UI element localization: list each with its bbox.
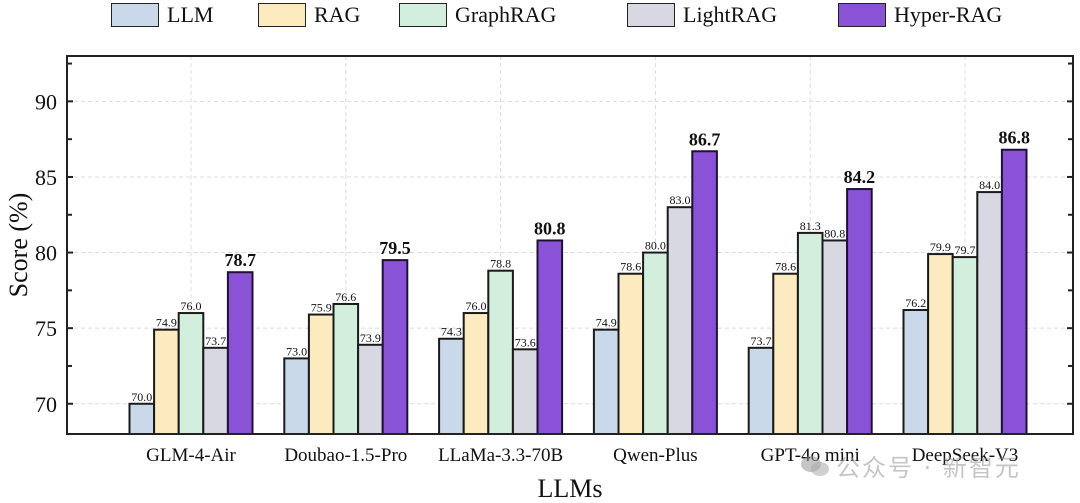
bar-lightrag-doubao-1-5-pro: [357, 343, 384, 435]
legend-label-llm: LLM: [167, 2, 214, 27]
bar-graphrag-gpt-4o-mini: [796, 231, 824, 435]
x-tick-label-deepseek-v3: DeepSeek-V3: [912, 445, 1019, 466]
data-label-rag-llama-3-3-70b: 76.0: [466, 299, 487, 313]
x-tick-label-doubao-1-5-pro: Doubao-1.5-Pro: [284, 445, 407, 466]
data-labels: 70.0 74.9 76.0 73.7 78.7 73.0 75.976.6 73.9 79.5…: [131, 128, 1030, 404]
bar-rag-doubao-1-5-pro: [307, 313, 335, 435]
data-label-rag-glm-4-air: 74.9: [156, 316, 177, 330]
bar-hyper-rag-doubao-1-5-pro: [381, 259, 409, 435]
bar-rag-deepseek-v3: [927, 253, 954, 435]
y-axis-label: Score (%): [4, 193, 33, 298]
data-label-lightrag-doubao-1-5-pro: 73.9: [360, 331, 381, 345]
bar-llm-qwen-plus: [592, 328, 620, 435]
wechat-icon: [801, 455, 829, 476]
data-label-rag-gpt-4o-mini: 78.6: [775, 260, 796, 274]
legend-label-hyper-rag: Hyper-RAG: [894, 2, 1003, 27]
y-axis: 70 75 80 85 90: [35, 62, 1073, 417]
data-label-rag-deepseek-v3: 79.9: [930, 240, 951, 254]
y-tick-label: 75: [35, 316, 57, 341]
data-label-graphrag-gpt-4o-mini: 81.3: [800, 219, 821, 233]
x-tick-label-glm-4-air: GLM-4-Air: [146, 445, 236, 466]
bar-llm-glm-4-air: [128, 402, 156, 436]
bar-lightrag-gpt-4o-mini: [821, 239, 849, 435]
data-label-rag-doubao-1-5-pro: 75.9: [311, 301, 332, 315]
data-label-llm-qwen-plus: 74.9: [596, 316, 617, 330]
data-label-lightrag-qwen-plus: 83.0: [670, 193, 691, 207]
bar-rag-qwen-plus: [617, 272, 645, 435]
x-tick-label-llama-3-3-70b: LLaMa-3.3-70B: [438, 445, 563, 466]
watermark: 公众号 · 新智元: [800, 448, 1021, 483]
legend-swatch-hyper-rag: [838, 3, 886, 27]
data-label-lightrag-gpt-4o-mini: 80.8: [824, 226, 845, 240]
legend-swatch-lightrag: [627, 3, 675, 27]
bar-llm-doubao-1-5-pro: [283, 357, 310, 435]
bar-graphrag-llama-3-3-70b: [487, 269, 514, 436]
data-label-hyper-rag-deepseek-v3: 86.8: [998, 128, 1030, 148]
bar-rag-llama-3-3-70b: [462, 312, 490, 436]
data-label-lightrag-llama-3-3-70b: 73.6: [515, 335, 536, 349]
bar-llm-deepseek-v3: [902, 309, 930, 435]
plot-frame: [66, 55, 1074, 435]
bars: [128, 148, 1028, 436]
bar-hyper-rag-llama-3-3-70b: [536, 239, 564, 435]
data-label-rag-qwen-plus: 78.6: [620, 260, 641, 274]
legend-item-llm: LLM: [111, 1, 213, 29]
legend-label-rag: RAG: [314, 2, 361, 27]
legend-label-graphrag: GraphRAG: [455, 2, 557, 27]
watermark-text: 公众号 · 新智元: [836, 454, 1021, 482]
data-label-hyper-rag-qwen-plus: 86.7: [689, 129, 721, 149]
y-tick-label: 70: [35, 392, 57, 417]
legend-item-lightrag: LightRAG: [627, 1, 777, 29]
legend: LLM RAG GraphRAG LightRAG Hyper-RAG: [0, 0, 1080, 30]
data-label-graphrag-glm-4-air: 76.0: [181, 299, 202, 313]
bar-lightrag-deepseek-v3: [976, 191, 1003, 435]
data-label-hyper-rag-llama-3-3-70b: 80.8: [534, 218, 566, 238]
legend-label-lightrag: LightRAG: [683, 2, 778, 27]
data-label-llm-deepseek-v3: 76.2: [905, 296, 926, 310]
bar-lightrag-glm-4-air: [202, 346, 229, 436]
data-label-llm-glm-4-air: 70.0: [131, 390, 152, 404]
bar-graphrag-deepseek-v3: [951, 256, 979, 436]
bar-graphrag-doubao-1-5-pro: [332, 302, 360, 435]
data-label-llm-doubao-1-5-pro: 73.0: [286, 344, 307, 358]
data-label-graphrag-doubao-1-5-pro: 76.6: [335, 290, 356, 304]
legend-item-hyper-rag: Hyper-RAG: [838, 1, 1002, 29]
bar-llm-gpt-4o-mini: [747, 346, 775, 436]
bar-hyper-rag-qwen-plus: [691, 150, 718, 435]
bar-graphrag-qwen-plus: [642, 251, 669, 435]
bar-hyper-rag-deepseek-v3: [1000, 148, 1028, 436]
bar-lightrag-llama-3-3-70b: [511, 348, 539, 435]
bar-llm-llama-3-3-70b: [438, 337, 465, 435]
x-tick-label-gpt-4o-mini: GPT-4o mini: [761, 445, 860, 466]
legend-swatch-llm: [111, 3, 159, 27]
data-label-hyper-rag-doubao-1-5-pro: 79.5: [379, 238, 411, 258]
data-label-graphrag-qwen-plus: 80.0: [645, 239, 666, 253]
y-tick-label: 80: [35, 241, 57, 266]
bar-hyper-rag-glm-4-air: [226, 271, 254, 435]
legend-item-graphrag: GraphRAG: [399, 1, 556, 29]
data-label-graphrag-llama-3-3-70b: 78.8: [490, 257, 511, 271]
y-tick-label: 90: [35, 89, 57, 114]
legend-item-rag: RAG: [258, 1, 360, 29]
x-axis: GLM-4-Air Doubao-1.5-Pro LLaMa-3.3-70B Qwen…: [146, 445, 1018, 466]
data-label-llm-llama-3-3-70b: 74.3: [441, 325, 462, 339]
x-tick-label-qwen-plus: Qwen-Plus: [613, 445, 697, 466]
data-label-llm-gpt-4o-mini: 73.7: [751, 334, 772, 348]
bar-graphrag-glm-4-air: [177, 312, 205, 436]
bar-rag-gpt-4o-mini: [772, 272, 799, 435]
bar-hyper-rag-gpt-4o-mini: [846, 188, 873, 435]
data-label-lightrag-deepseek-v3: 84.0: [979, 178, 1000, 192]
data-label-hyper-rag-glm-4-air: 78.7: [224, 250, 256, 270]
legend-swatch-graphrag: [399, 3, 447, 27]
x-axis-label: LLMs: [538, 474, 603, 503]
legend-swatch-rag: [258, 3, 306, 27]
bar-lightrag-qwen-plus: [666, 206, 694, 435]
y-tick-label: 85: [35, 165, 57, 190]
data-label-graphrag-deepseek-v3: 79.7: [955, 243, 976, 257]
data-label-hyper-rag-gpt-4o-mini: 84.2: [844, 167, 876, 187]
data-label-lightrag-glm-4-air: 73.7: [205, 334, 226, 348]
bar-rag-glm-4-air: [153, 328, 180, 435]
